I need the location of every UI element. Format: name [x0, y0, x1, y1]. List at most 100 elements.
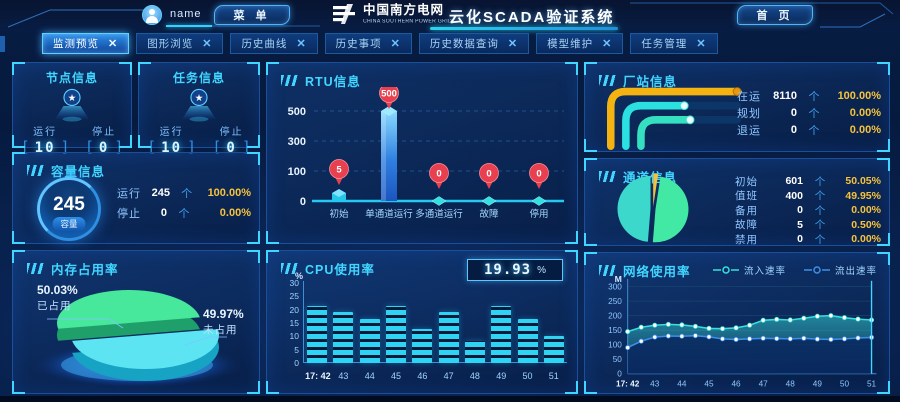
channel-pie-chart: [617, 173, 689, 243]
panel-title: 内存占用率: [13, 251, 259, 278]
tab-bar: 监测预览 ✕ 图形浏览 ✕ 历史曲线 ✕ 历史事项 ✕ 历史数据查询 ✕ 模型维护 ✕ 任务…: [42, 33, 718, 54]
panel-title: 节点信息: [45, 71, 98, 85]
svg-text:200: 200: [608, 312, 622, 321]
svg-text:500: 500: [288, 106, 306, 118]
svg-text:停用: 停用: [529, 208, 548, 220]
top-header: name 菜 单 中国南方电网 CHINA SOUTHERN POWER GRI…: [0, 0, 900, 31]
svg-text:5: 5: [336, 165, 342, 176]
edge-marker: [0, 36, 5, 52]
capacity-stats: 运行 245 个 100.00% 停止 0 个 0.00%: [117, 183, 251, 223]
stat-row: 停止 0 个 0.00%: [117, 207, 251, 220]
svg-text:300: 300: [288, 136, 306, 148]
legend-line-icon: [712, 266, 739, 274]
svg-text:故障: 故障: [479, 208, 499, 220]
svg-text:250: 250: [608, 297, 622, 306]
task-run-counter: [10]: [147, 138, 197, 156]
svg-text:500: 500: [381, 89, 397, 100]
close-icon[interactable]: ✕: [507, 38, 519, 50]
cpu-usage-bar: [464, 340, 485, 363]
cpu-x-labels: 17: 42 43 44 45 46 47 48 49 50 51: [305, 371, 559, 381]
user-avatar-icon[interactable]: [142, 5, 162, 25]
brand-subtitle: CHINA SOUTHERN POWER GRID: [363, 18, 452, 24]
panel-rtu-info: RTU信息 0 100 300 500 5 初始 500 单通道运行 0 多通道运行 0 故障 0 停用: [266, 62, 578, 244]
cpu-usage-bar: [517, 318, 538, 363]
network-legend: 流入速率 流出速率: [712, 263, 877, 277]
svg-text:45: 45: [704, 379, 714, 388]
svg-text:50: 50: [840, 379, 850, 388]
capacity-gauge: 245 容量: [37, 177, 101, 241]
stat-row: 退运 0 个 0.00%: [737, 123, 881, 137]
cpu-usage-bar: [359, 318, 380, 363]
svg-text:★: ★: [195, 93, 203, 104]
user-name: name: [170, 8, 202, 20]
panel-capacity-info: 容量信息 245 容量 运行 245 个 100.00% 停止 0 个 0.00%: [12, 152, 260, 244]
brand-name: 中国南方电网: [363, 3, 445, 17]
tab-graphic-browse[interactable]: 图形浏览 ✕: [136, 33, 224, 54]
memory-pie-chart: [33, 289, 241, 388]
page-title: 云化SCADA验证系统: [449, 9, 615, 26]
close-icon[interactable]: ✕: [296, 38, 307, 50]
svg-text:M: M: [615, 275, 622, 284]
cpu-usage-bar: [386, 305, 407, 363]
star-beacon-icon: ★: [182, 88, 216, 122]
close-icon[interactable]: ✕: [202, 38, 213, 50]
svg-text:初始: 初始: [329, 208, 349, 220]
task-stop-counter: [0]: [212, 138, 251, 156]
svg-text:49: 49: [813, 379, 823, 388]
svg-text:300: 300: [608, 283, 622, 292]
memory-free-callout: 49.97% 未占用: [203, 307, 244, 336]
svg-text:100: 100: [288, 166, 306, 178]
stat-row: 运行 245 个 100.00%: [117, 187, 251, 200]
legend-item-inflow[interactable]: 流入速率: [712, 263, 786, 277]
node-run-counter: [10]: [20, 138, 70, 156]
slashes-icon: [599, 171, 616, 182]
stop-label: 停止: [219, 127, 244, 138]
close-icon[interactable]: ✕: [602, 38, 613, 50]
slashes-icon: [281, 75, 298, 86]
tab-history-events[interactable]: 历史事项 ✕: [324, 33, 412, 54]
run-label: 运行: [33, 127, 58, 138]
legend-item-outflow[interactable]: 流出速率: [803, 263, 877, 277]
svg-text:0: 0: [436, 169, 441, 180]
svg-text:150: 150: [608, 326, 622, 335]
tab-history-data-query[interactable]: 历史数据查询 ✕: [418, 33, 530, 54]
slashes-icon: [599, 265, 616, 276]
tab-model-maintenance[interactable]: 模型维护 ✕: [536, 33, 624, 54]
menu-button[interactable]: 菜 单: [214, 5, 290, 25]
memory-used-callout: 50.03% 已占用: [37, 283, 78, 312]
cpu-usage-bar: [412, 329, 433, 363]
grid-logo-icon: [333, 4, 355, 25]
panel-cpu-usage: CPU使用率 19.93% % 0 5 10 15 20 25 30 17: 42 43 44 4…: [266, 250, 578, 394]
slashes-icon: [599, 75, 616, 86]
panel-title: CPU使用率: [267, 251, 577, 278]
stat-row: 初始 601 个 50.05%: [735, 175, 881, 188]
tab-monitor-overview[interactable]: 监测预览 ✕: [42, 33, 130, 54]
cpu-bar-chart: [304, 285, 567, 363]
cpu-y-labels: 0 5 10 15 20 25 30: [289, 278, 299, 368]
panel-title: RTU信息: [267, 63, 577, 90]
svg-text:51: 51: [867, 379, 877, 388]
slashes-icon: [27, 263, 44, 274]
home-button[interactable]: 首 页: [737, 5, 813, 25]
panel-network-usage: 网络使用率 流入速率 流出速率 0 50 100 150 200 250 300 M 17: 4…: [584, 252, 890, 394]
svg-text:48: 48: [786, 379, 796, 388]
close-icon[interactable]: ✕: [696, 38, 707, 50]
svg-text:0: 0: [486, 169, 491, 180]
panel-task-info: 任务信息 ★ 运行 [10] 停止 [0]: [138, 62, 260, 156]
close-icon[interactable]: ✕: [390, 38, 401, 50]
rtu-bar-chart: 0 100 300 500 5 初始 500 单通道运行 0 多通道运行 0 故障 0 停用: [288, 87, 564, 220]
panel-title: 厂站信息: [585, 63, 889, 90]
svg-text:多通道运行: 多通道运行: [415, 208, 463, 220]
panel-station-info: 厂站信息 在运 8110 个 100.00% 规划 0 个 0.00% 退运 0 个 0.0…: [584, 62, 890, 152]
tab-history-curve[interactable]: 历史曲线 ✕: [230, 33, 318, 54]
station-arc-chart: [607, 87, 742, 150]
panel-node-info: 节点信息 ★ 运行 [10] 停止 [0]: [12, 62, 132, 156]
tab-task-management[interactable]: 任务管理 ✕: [630, 33, 718, 54]
svg-text:100: 100: [608, 341, 622, 350]
stat-row: 故障 5 个 0.50%: [735, 218, 881, 232]
cpu-usage-bar: [307, 305, 328, 363]
cpu-usage-bar: [543, 335, 564, 363]
close-icon[interactable]: ✕: [108, 38, 119, 50]
user-underline: [166, 25, 212, 27]
